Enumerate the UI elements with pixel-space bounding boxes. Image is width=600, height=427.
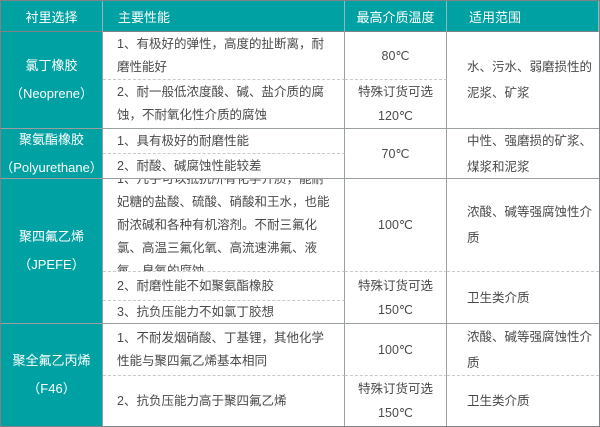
- perf-text: 2、耐一般低浓度酸、碱、盐介质的腐蚀，不耐氧化性介质的腐蚀: [117, 85, 324, 122]
- temp-cell: 特殊订货可选 150℃: [345, 376, 447, 426]
- range-cell: 浓酸、碱等强腐蚀性介质: [447, 324, 599, 376]
- perf-cell: 1、不耐发烟硝酸、丁基锂，其他化学性能与聚四氟乙烯基本相同: [103, 324, 345, 376]
- range-text: 卫生类介质: [467, 394, 530, 408]
- header-range-column: 适用范围: [447, 1, 599, 32]
- range-text: 中性、强磨损的矿浆、煤浆和泥浆: [467, 133, 593, 174]
- perf-cell: 2、耐酸、碱腐蚀性能较差: [103, 154, 345, 179]
- lining-code: （JPEFE）: [18, 257, 85, 272]
- temp-note: 特殊订货可选: [357, 382, 433, 396]
- header-performance-column: 主要性能: [103, 1, 345, 32]
- temp-note: 特殊订货可选: [357, 278, 433, 293]
- temp-value: 80℃: [381, 48, 410, 63]
- lining-name: 聚氨酯橡胶: [18, 131, 84, 147]
- perf-text: 1、不耐发烟硝酸、丁基锂，其他化学性能与聚四氟乙烯基本相同: [117, 330, 324, 368]
- perf-cell: 1、几乎可以抵抗所有化学介质，能耐妃糖的盐酸、硫酸、硝酸和王水，也能耐浓碱和各种…: [103, 179, 345, 272]
- temp-value: 150℃: [378, 406, 413, 420]
- perf-cell: 2、耐一般低浓度酸、碱、盐介质的腐蚀，不耐氧化性介质的腐蚀: [103, 80, 345, 129]
- perf-cell: 3、抗负压能力不如氯丁胶想: [103, 301, 345, 324]
- temp-cell: 特殊订货可选 150℃: [345, 272, 447, 324]
- range-cell: 浓酸、碱等强腐蚀性介质: [447, 179, 599, 272]
- temp-cell: 70℃: [345, 129, 447, 179]
- perf-cell: 1、有极好的弹性，高度的扯断离，耐磨性能好: [103, 32, 345, 80]
- temp-value: 100℃: [378, 342, 413, 357]
- header-lining-column: 衬里选择: [1, 1, 103, 32]
- range-text: 水、污水、弱磨损性的泥浆、矿浆: [467, 60, 593, 100]
- range-cell: 卫生类介质: [447, 272, 599, 324]
- range-text: 浓酸、碱等强腐蚀性介质: [467, 205, 593, 245]
- perf-text: 2、抗负压能力高于聚四氟乙烯: [117, 393, 287, 408]
- perf-cell: 1、具有极好的耐磨性能: [103, 129, 345, 154]
- temp-note: 特殊订货可选: [357, 85, 433, 99]
- lining-cell-f46: 聚全氟乙丙烯 （F46）: [1, 324, 103, 426]
- lining-code: （F46）: [27, 381, 76, 396]
- temp-value: 100℃: [378, 218, 413, 232]
- lining-name: 聚全氟乙丙烯: [12, 353, 91, 368]
- temp-value: 120℃: [378, 109, 413, 123]
- lining-name: 氯丁橡胶: [25, 58, 78, 73]
- perf-text: 3、抗负压能力不如氯丁胶想: [117, 304, 274, 319]
- range-text: 卫生类介质: [467, 290, 530, 305]
- perf-text: 2、耐酸、碱腐蚀性能较差: [117, 158, 262, 173]
- temp-cell: 100℃: [345, 324, 447, 376]
- lining-code: （Neoprene）: [9, 86, 94, 101]
- perf-text: 1、具有极好的耐磨性能: [117, 133, 249, 148]
- temp-cell: 特殊订货可选 120℃: [345, 80, 447, 129]
- range-cell: 中性、强磨损的矿浆、煤浆和泥浆: [447, 129, 599, 179]
- range-cell: 卫生类介质: [447, 376, 599, 426]
- perf-text: 2、耐磨性能不如聚氨酯橡胶: [117, 278, 274, 293]
- temp-value: 150℃: [378, 302, 413, 317]
- temp-cell: 80℃: [345, 32, 447, 80]
- temp-cell: 100℃: [345, 179, 447, 272]
- lining-name: 聚四氟乙烯: [18, 229, 84, 244]
- range-text: 浓酸、碱等强腐蚀性介质: [467, 329, 593, 370]
- perf-text: 1、有极好的弹性，高度的扯断离，耐磨性能好: [117, 36, 324, 74]
- temp-value: 70℃: [381, 146, 410, 161]
- lining-cell-ptfe: 聚四氟乙烯 （JPEFE）: [1, 179, 103, 324]
- header-temperature-column: 最高介质温度: [345, 1, 447, 32]
- range-cell: 水、污水、弱磨损性的泥浆、矿浆: [447, 32, 599, 129]
- lining-cell-polyurethane: 聚氨酯橡胶 （Polyurethane）: [1, 129, 103, 179]
- perf-text: 1、几乎可以抵抗所有化学介质，能耐妃糖的盐酸、硫酸、硝酸和王水，也能耐浓碱和各种…: [117, 179, 330, 272]
- lining-cell-neoprene: 氯丁橡胶 （Neoprene）: [1, 32, 103, 129]
- perf-cell: 2、抗负压能力高于聚四氟乙烯: [103, 376, 345, 426]
- lining-code: （Polyurethane）: [1, 159, 103, 175]
- perf-cell: 2、耐磨性能不如聚氨酯橡胶: [103, 272, 345, 301]
